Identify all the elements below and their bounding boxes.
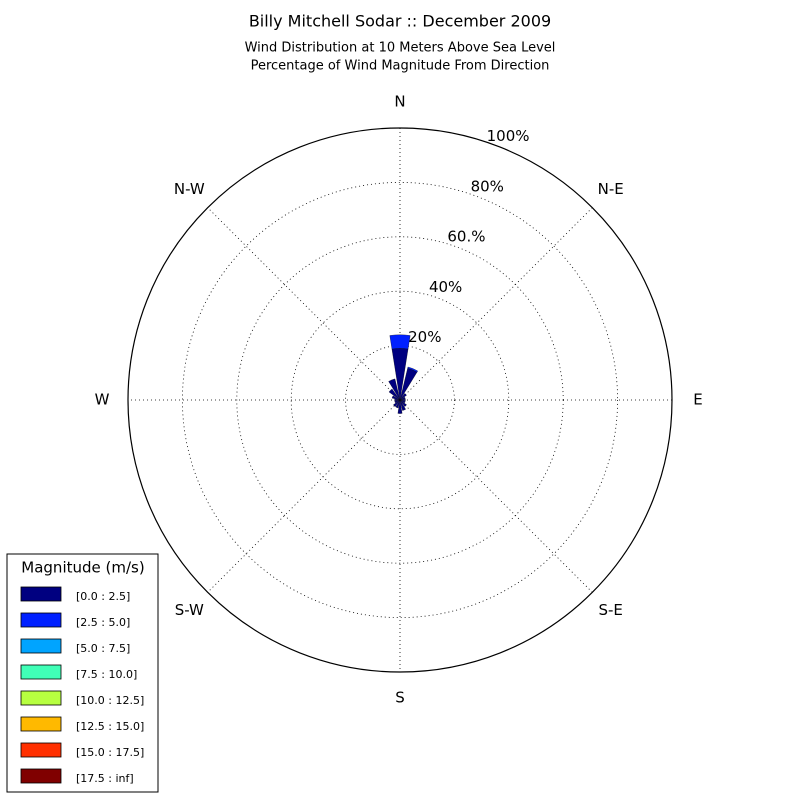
wind-bar [391,395,401,401]
direction-label: N-E [598,180,624,198]
r-tick-label: 20% [408,328,441,346]
legend-swatch [20,586,62,602]
legend-label: [7.5 : 10.0] [76,668,137,681]
legend-label: [10.0 : 12.5] [76,694,144,707]
grid-circle [290,290,510,510]
chart-subtitle: Wind Distribution at 10 Meters Above Sea… [245,41,556,56]
wind-bar [399,399,406,411]
legend-label: [12.5 : 15.0] [76,720,144,733]
grid-circle [181,181,619,619]
legend-label: [0.0 : 2.5] [76,590,130,603]
r-tick-label: 40% [429,278,462,296]
legend-swatch [20,690,62,706]
wind-bar [397,399,403,414]
wind-bar [394,399,401,404]
wind-bar [399,393,407,401]
direction-label: W [95,391,110,409]
wind-bar [388,388,401,401]
wind-bar [407,366,418,373]
wind-bar [389,334,411,350]
wind-bar [395,399,401,409]
legend-label: [2.5 : 5.0] [76,616,130,629]
legend-title: Magnitude (m/s) [21,559,144,577]
legend-swatch [20,638,62,654]
chart-subtitle: Percentage of Wind Magnitude From Direct… [251,59,550,74]
direction-label: S-W [175,601,204,619]
legend-label: [5.0 : 7.5] [76,642,130,655]
direction-label: S-E [599,601,623,619]
r-tick-label: 100% [487,127,530,145]
chart-title: Billy Mitchell Sodar :: December 2009 [249,12,551,31]
legend-label: [15.0 : 17.5] [76,746,144,759]
wind-bar [399,396,406,401]
wind-bar [399,398,406,402]
direction-label: N-W [174,180,205,198]
legend-swatch [20,742,62,758]
wind-bar [388,378,401,401]
legend-swatch [20,612,62,628]
legend-label: [17.5 : inf] [76,772,134,785]
legend-swatch [20,768,62,784]
legend-swatch [20,716,62,732]
direction-label: S [395,689,405,707]
grid-circle [345,345,455,455]
wind-bar [394,398,401,402]
wind-bar [399,399,407,407]
r-tick-label: 60.% [447,228,485,246]
r-tick-label: 80% [471,177,504,195]
wind-bar [393,399,401,407]
direction-label: N [394,93,405,111]
wind-bar [399,399,406,404]
direction-label: E [693,391,702,409]
legend-swatch [20,664,62,680]
